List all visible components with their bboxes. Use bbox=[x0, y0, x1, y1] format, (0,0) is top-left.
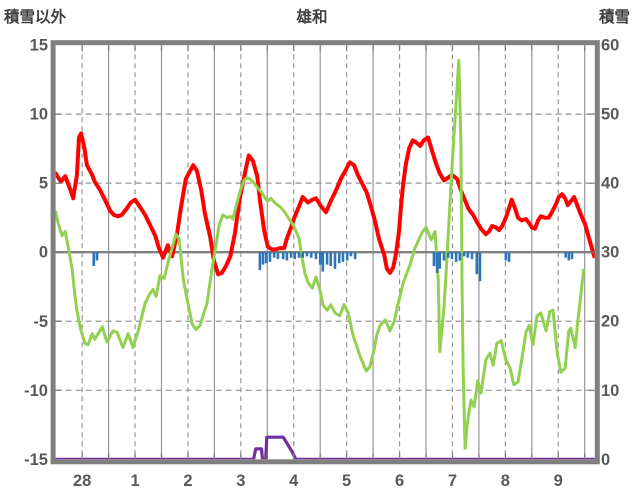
precip-bar bbox=[450, 252, 454, 260]
right-tick-label: 40 bbox=[601, 175, 619, 193]
precip-bar bbox=[92, 252, 96, 267]
left-tick-label: 5 bbox=[39, 175, 48, 193]
precip-bar bbox=[95, 252, 99, 261]
chart-title: 雄和 bbox=[295, 7, 327, 26]
precip-bar bbox=[442, 252, 446, 261]
precip-bar bbox=[309, 252, 313, 258]
x-axis-label: 2 bbox=[183, 472, 192, 490]
precip-bar bbox=[466, 252, 470, 258]
precip-bar bbox=[432, 252, 436, 267]
minor-ticks bbox=[55, 45, 595, 460]
precip-bar bbox=[293, 252, 297, 260]
x-axis-label: 7 bbox=[448, 472, 457, 490]
precip-bar bbox=[297, 252, 301, 258]
precip-bar bbox=[454, 252, 458, 262]
precip-bar bbox=[301, 252, 305, 258]
left-tick-label: 0 bbox=[39, 244, 48, 262]
left-tick-label: -15 bbox=[24, 451, 48, 469]
right-tick-label: 30 bbox=[601, 244, 619, 262]
precip-bar bbox=[458, 252, 462, 261]
right-axis-title: 積雪 bbox=[598, 7, 630, 26]
precip-bar bbox=[268, 252, 272, 262]
precip-bar bbox=[329, 252, 333, 267]
x-axis-label: 3 bbox=[236, 472, 245, 490]
precip-bar bbox=[341, 252, 345, 262]
right-tick-label: 10 bbox=[601, 382, 619, 400]
right-axis-tick-labels: 60 50 40 30 20 10 0 bbox=[601, 37, 619, 469]
precip-bar bbox=[478, 252, 482, 282]
x-axis-label: 1 bbox=[130, 472, 139, 490]
right-tick-label: 20 bbox=[601, 313, 619, 331]
precip-bar bbox=[333, 252, 337, 269]
precip-bar bbox=[325, 252, 329, 265]
precip-bar bbox=[462, 252, 466, 257]
left-tick-label: -10 bbox=[24, 382, 48, 400]
precip-bar bbox=[261, 252, 265, 265]
precip-bar bbox=[345, 252, 349, 261]
precip-bar bbox=[438, 252, 442, 269]
right-tick-label: 50 bbox=[601, 106, 619, 124]
precip-bar bbox=[507, 252, 511, 262]
x-axis-label: 9 bbox=[554, 472, 563, 490]
series-red-temperature bbox=[55, 131, 595, 277]
left-axis-title: 積雪以外 bbox=[3, 7, 67, 26]
left-tick-label: 15 bbox=[30, 37, 48, 55]
precip-bar bbox=[289, 252, 293, 258]
precip-bar bbox=[470, 252, 474, 260]
series-blue-precip-bars bbox=[92, 252, 574, 282]
x-axis-label: 4 bbox=[289, 472, 299, 490]
right-tick-label: 60 bbox=[601, 37, 619, 55]
precip-bar bbox=[285, 252, 289, 261]
precip-bar bbox=[349, 252, 353, 257]
precip-bar bbox=[258, 252, 262, 271]
left-tick-label: 10 bbox=[30, 106, 48, 124]
precip-bar bbox=[337, 252, 341, 264]
precip-bar bbox=[570, 252, 574, 260]
x-axis-label: 5 bbox=[342, 472, 351, 490]
left-tick-label: -5 bbox=[33, 313, 48, 331]
precip-bar bbox=[305, 252, 309, 257]
precip-bar bbox=[446, 252, 450, 258]
precip-bar bbox=[272, 252, 276, 258]
precip-bar bbox=[353, 252, 357, 260]
precip-bar bbox=[504, 252, 508, 261]
x-axis-label: 8 bbox=[501, 472, 510, 490]
x-axis-label: 6 bbox=[395, 472, 404, 490]
x-axis-labels: 28 1 2 3 4 5 6 7 8 9 bbox=[73, 472, 563, 490]
precip-bar bbox=[567, 252, 571, 261]
precip-bar bbox=[281, 252, 285, 260]
precip-bar bbox=[264, 252, 268, 264]
precip-bar bbox=[435, 252, 439, 273]
left-axis-tick-labels: 15 10 5 0 -5 -10 -15 bbox=[24, 37, 48, 469]
precip-bar bbox=[321, 252, 325, 272]
precip-bar bbox=[564, 252, 567, 258]
right-tick-label: 0 bbox=[601, 451, 610, 469]
precip-bar bbox=[318, 252, 322, 265]
plot-border bbox=[50, 40, 600, 465]
precip-bar bbox=[276, 252, 280, 260]
series-green-line bbox=[55, 58, 586, 450]
x-axis-label: 28 bbox=[73, 472, 91, 490]
precip-bar bbox=[475, 252, 479, 275]
precip-bar bbox=[314, 252, 318, 260]
